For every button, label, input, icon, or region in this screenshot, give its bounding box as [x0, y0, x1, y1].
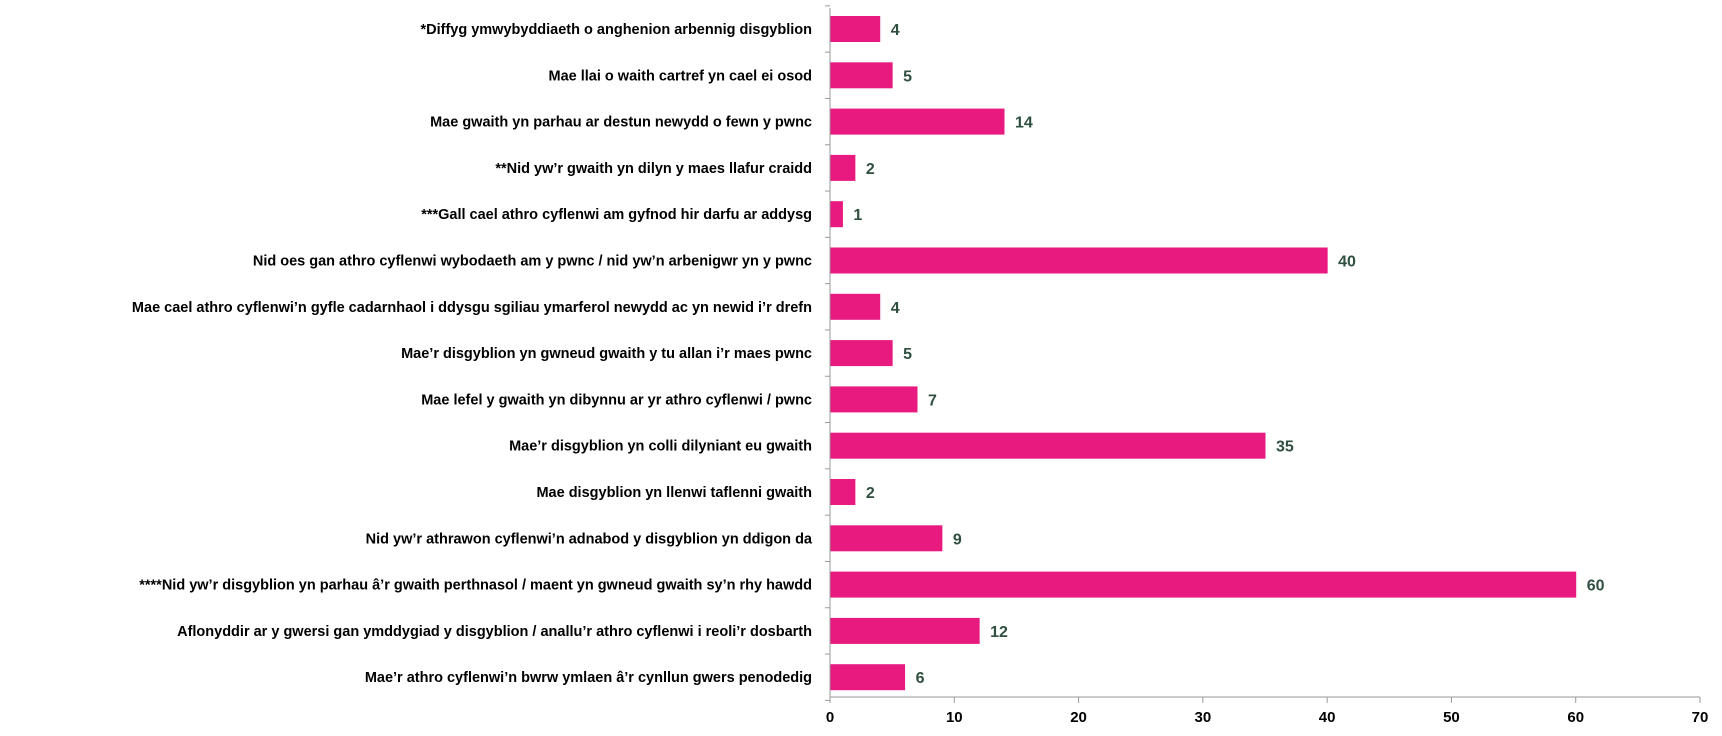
- bar: [830, 340, 893, 367]
- category-label: Aflonyddir ar y gwersi gan ymddygiad y d…: [177, 624, 812, 640]
- x-tick-label: 70: [1692, 709, 1709, 726]
- category-label: **Nid yw’r gwaith yn dilyn y maes llafur…: [495, 161, 812, 177]
- value-label: 4: [891, 22, 900, 39]
- bar: [830, 664, 906, 691]
- bar: [830, 525, 943, 552]
- bar: [830, 479, 856, 505]
- x-tick-label: 50: [1443, 709, 1460, 726]
- value-label: 2: [866, 161, 875, 178]
- value-label: 6: [916, 670, 925, 687]
- category-label: Mae’r disgyblion yn colli dilyniant eu g…: [509, 439, 812, 455]
- category-label: Mae’r disgyblion yn gwneud gwaith y tu a…: [401, 346, 812, 362]
- bar: [830, 108, 1005, 135]
- value-label: 40: [1338, 254, 1356, 271]
- bar: [830, 154, 856, 181]
- value-label: 12: [990, 624, 1008, 641]
- value-label: 2: [866, 485, 875, 502]
- category-label: Mae gwaith yn parhau ar destun newydd o …: [430, 115, 812, 131]
- value-label: 7: [928, 392, 937, 409]
- x-tick-label: 0: [826, 709, 834, 726]
- category-label: Mae lefel y gwaith yn dibynnu ar yr athr…: [421, 392, 812, 408]
- category-label: Mae’r athro cyflenwi’n bwrw ymlaen â’r c…: [365, 670, 812, 686]
- x-tick-label: 60: [1567, 709, 1584, 726]
- category-label: ***Gall cael athro cyflenwi am gyfnod hi…: [421, 207, 812, 223]
- x-tick-label: 10: [946, 709, 963, 726]
- bar: [830, 617, 980, 644]
- bar: [830, 16, 881, 42]
- category-label: ****Nid yw’r disgyblion yn parhau â’r gw…: [139, 578, 812, 594]
- x-tick-label: 20: [1070, 709, 1087, 726]
- value-label: 60: [1587, 578, 1605, 595]
- value-label: 14: [1015, 115, 1033, 132]
- value-label: 1: [853, 207, 862, 224]
- category-label: Mae llai o waith cartref yn cael ei osod: [548, 68, 812, 84]
- bar: [830, 293, 881, 320]
- bar: [830, 386, 918, 413]
- value-label: 5: [903, 346, 912, 363]
- value-label: 4: [891, 300, 900, 317]
- category-label: Mae cael athro cyflenwi’n gyfle cadarnha…: [132, 300, 812, 316]
- bar: [830, 62, 893, 89]
- value-label: 35: [1276, 439, 1294, 456]
- value-label: 5: [903, 68, 912, 85]
- x-tick-label: 30: [1195, 709, 1212, 726]
- value-label: 9: [953, 531, 962, 548]
- bar: [830, 201, 843, 228]
- category-label: Nid yw’r athrawon cyflenwi’n adnabod y d…: [366, 531, 813, 547]
- bar: [830, 247, 1328, 274]
- x-tick-label: 40: [1319, 709, 1336, 726]
- category-label: Mae disgyblion yn llenwi taflenni gwaith: [536, 485, 812, 501]
- bar: [830, 432, 1266, 459]
- category-label: Nid oes gan athro cyflenwi wybodaeth am …: [253, 254, 812, 270]
- bar: [830, 571, 1577, 598]
- category-label: *Diffyg ymwybyddiaeth o anghenion arbenn…: [420, 22, 812, 38]
